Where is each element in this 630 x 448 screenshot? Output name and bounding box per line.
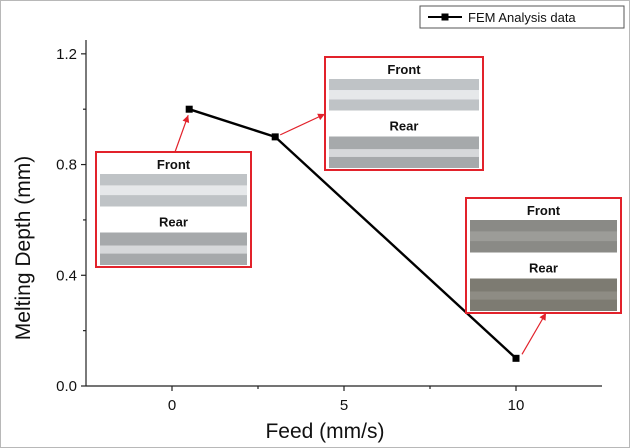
inset-layer: Front Rear Front Rear Front Rear: [95, 56, 622, 355]
pointer-arrow: [521, 312, 547, 355]
inset-photo-panel: Front Rear: [324, 56, 484, 171]
data-point: [185, 105, 193, 113]
rear-strip-highlight: [470, 291, 617, 300]
rear-strip-highlight: [329, 149, 479, 157]
arrowhead-icon: [539, 313, 546, 321]
rear-strip-highlight: [100, 245, 247, 254]
x-axis-label: Feed (mm/s): [265, 420, 384, 443]
y-tick-label: 1.2: [56, 46, 77, 63]
x-tick-label: 0: [168, 397, 176, 414]
inset-rear-label: Rear: [390, 119, 419, 134]
data-point: [512, 354, 520, 362]
legend-box: [419, 5, 625, 29]
legend-marker-swatch: [441, 13, 449, 21]
y-tick-label: 0.0: [56, 378, 77, 395]
front-strip-highlight: [100, 185, 247, 196]
pointer-arrow: [279, 113, 326, 136]
inset-photo-panel: Front Rear: [95, 151, 252, 268]
inset-front-label: Front: [157, 157, 191, 172]
legend-label: FEM Analysis data: [468, 10, 576, 25]
inset-front-label: Front: [387, 62, 421, 77]
axes: 0.0 0.4 0.8 1.2 0 5 10: [56, 40, 602, 414]
x-tick-label: 5: [340, 397, 348, 414]
x-tick-label: 10: [508, 397, 525, 414]
legend: FEM Analysis data: [419, 5, 625, 29]
arrowhead-icon: [317, 113, 325, 121]
inset-front-label: Front: [527, 203, 561, 218]
inset-rear-label: Rear: [159, 215, 188, 230]
series-layer: [185, 105, 520, 362]
front-strip-highlight: [329, 90, 479, 100]
y-tick-label: 0.4: [56, 267, 77, 284]
y-axis-label: Melting Depth (mm): [12, 156, 35, 340]
y-tick-label: 0.8: [56, 157, 77, 174]
inset-rear-label: Rear: [529, 261, 558, 276]
front-strip-highlight: [470, 231, 617, 242]
data-point: [271, 133, 279, 141]
inset-photo-panel: Front Rear: [465, 197, 622, 314]
arrowhead-icon: [182, 115, 190, 123]
